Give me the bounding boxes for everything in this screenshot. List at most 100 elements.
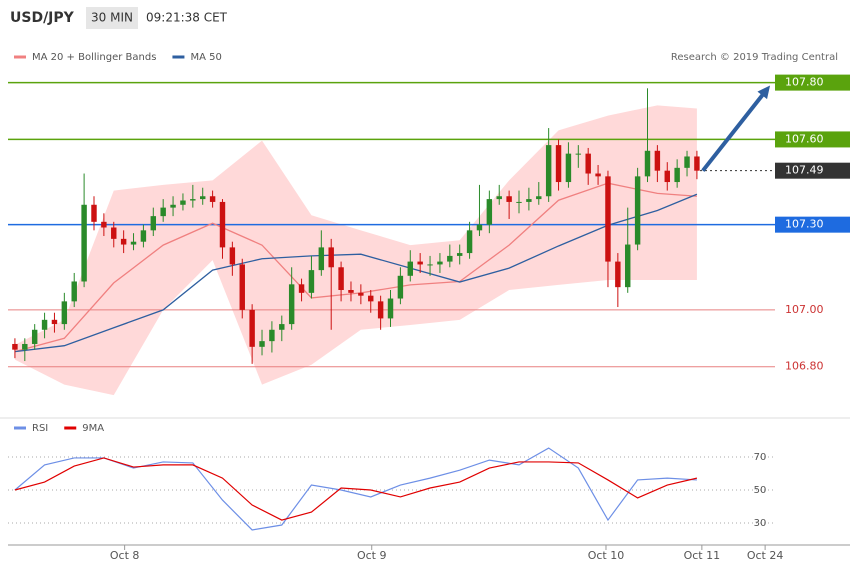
candle-body bbox=[12, 343, 18, 350]
candle-body bbox=[180, 200, 186, 205]
candle-body bbox=[269, 329, 275, 342]
candle-body bbox=[506, 196, 512, 202]
candle-body bbox=[427, 264, 433, 266]
x-tick-label: Oct 24 bbox=[747, 549, 784, 562]
candle-body bbox=[377, 301, 384, 319]
candle-body bbox=[368, 295, 374, 302]
candle-body bbox=[387, 298, 394, 319]
indicator-line bbox=[14, 447, 697, 531]
candle-body bbox=[664, 170, 670, 183]
candle-body bbox=[615, 261, 621, 288]
candle-body bbox=[437, 261, 443, 265]
candle-body bbox=[496, 196, 502, 200]
candle-body bbox=[249, 309, 255, 347]
candle-body bbox=[71, 281, 77, 302]
candle-body bbox=[625, 244, 631, 288]
candle-body bbox=[674, 167, 680, 183]
legend-label: MA 20 + Bollinger Bands bbox=[32, 52, 156, 63]
candle-body bbox=[456, 253, 463, 256]
candle-body bbox=[407, 261, 413, 276]
candle-body bbox=[229, 247, 236, 265]
forecast-arrow bbox=[701, 90, 767, 172]
candle-body bbox=[486, 199, 493, 225]
candle-body bbox=[417, 261, 423, 265]
forecast-arrow-head bbox=[757, 85, 771, 100]
candle-body bbox=[447, 255, 453, 262]
candle-body bbox=[22, 343, 28, 350]
candle-body bbox=[684, 156, 690, 168]
candle-body bbox=[279, 324, 285, 330]
level-label: 107.80 bbox=[785, 76, 824, 89]
level-label: 107.49 bbox=[785, 164, 824, 177]
candle-body bbox=[239, 264, 245, 310]
candle-body bbox=[61, 301, 68, 325]
level-label: 107.00 bbox=[785, 303, 824, 316]
legend-label: 9MA bbox=[82, 423, 104, 434]
candle-body bbox=[259, 341, 265, 347]
candle-body bbox=[654, 150, 661, 171]
candle-body bbox=[545, 145, 552, 197]
candle-body bbox=[288, 284, 295, 325]
candle-body bbox=[308, 270, 315, 293]
time: 09:21:38 CET bbox=[146, 11, 228, 25]
x-tick-label: Oct 9 bbox=[357, 549, 387, 562]
candle-body bbox=[81, 204, 87, 282]
bollinger-band bbox=[14, 105, 697, 396]
candle-body bbox=[466, 230, 473, 254]
legend-label: MA 50 bbox=[190, 52, 221, 63]
interval: 30 MIN bbox=[91, 11, 133, 25]
y-tick-label: 50 bbox=[754, 485, 767, 496]
candle-body bbox=[516, 201, 522, 203]
level-label-box bbox=[775, 162, 850, 179]
candle-body bbox=[595, 173, 601, 177]
candle-body bbox=[298, 284, 305, 293]
candle-body bbox=[694, 156, 700, 171]
candle-body bbox=[318, 247, 325, 271]
candle-body bbox=[91, 204, 97, 222]
candle-body bbox=[358, 292, 364, 296]
candle-body bbox=[328, 247, 334, 268]
candle-body bbox=[120, 238, 127, 245]
candle-body bbox=[209, 196, 216, 202]
candle-body bbox=[219, 201, 226, 248]
candle-body bbox=[190, 199, 196, 201]
symbol: USD/JPY bbox=[10, 10, 75, 26]
candle-body bbox=[140, 230, 147, 242]
candle-body bbox=[338, 267, 344, 290]
candle-body bbox=[130, 241, 137, 245]
candle-body bbox=[170, 204, 176, 208]
candle-body bbox=[348, 290, 354, 293]
y-tick-label: 30 bbox=[754, 518, 767, 529]
level-label: 107.30 bbox=[785, 218, 824, 231]
candle-body bbox=[51, 319, 58, 325]
candle-body bbox=[644, 150, 651, 177]
candle-body bbox=[476, 224, 483, 231]
candle-body bbox=[101, 221, 107, 228]
x-tick-label: Oct 10 bbox=[588, 549, 625, 562]
level-label-box bbox=[775, 74, 850, 91]
candle-body bbox=[634, 176, 641, 245]
legend-label: RSI bbox=[32, 423, 48, 434]
indicator-line bbox=[14, 457, 698, 521]
candle-body bbox=[150, 216, 157, 231]
candle-body bbox=[397, 275, 404, 299]
credit: Research © 2019 Trading Central bbox=[671, 52, 838, 63]
candle-body bbox=[526, 199, 532, 202]
candle-body bbox=[585, 153, 591, 174]
candle-body bbox=[565, 153, 572, 183]
moving-average bbox=[14, 193, 698, 353]
candle-body bbox=[111, 227, 117, 239]
candle-body bbox=[555, 145, 562, 183]
level-label-box bbox=[775, 216, 850, 233]
candle-body bbox=[605, 176, 611, 262]
y-tick-label: 70 bbox=[754, 452, 767, 463]
candle-body bbox=[536, 196, 542, 200]
candle-body bbox=[160, 207, 166, 217]
level-label: 106.80 bbox=[785, 360, 824, 373]
candle-body bbox=[199, 196, 206, 200]
level-label: 107.60 bbox=[785, 132, 824, 145]
candle-body bbox=[41, 319, 48, 330]
x-tick-label: Oct 11 bbox=[684, 549, 721, 562]
candle-body bbox=[31, 329, 38, 344]
